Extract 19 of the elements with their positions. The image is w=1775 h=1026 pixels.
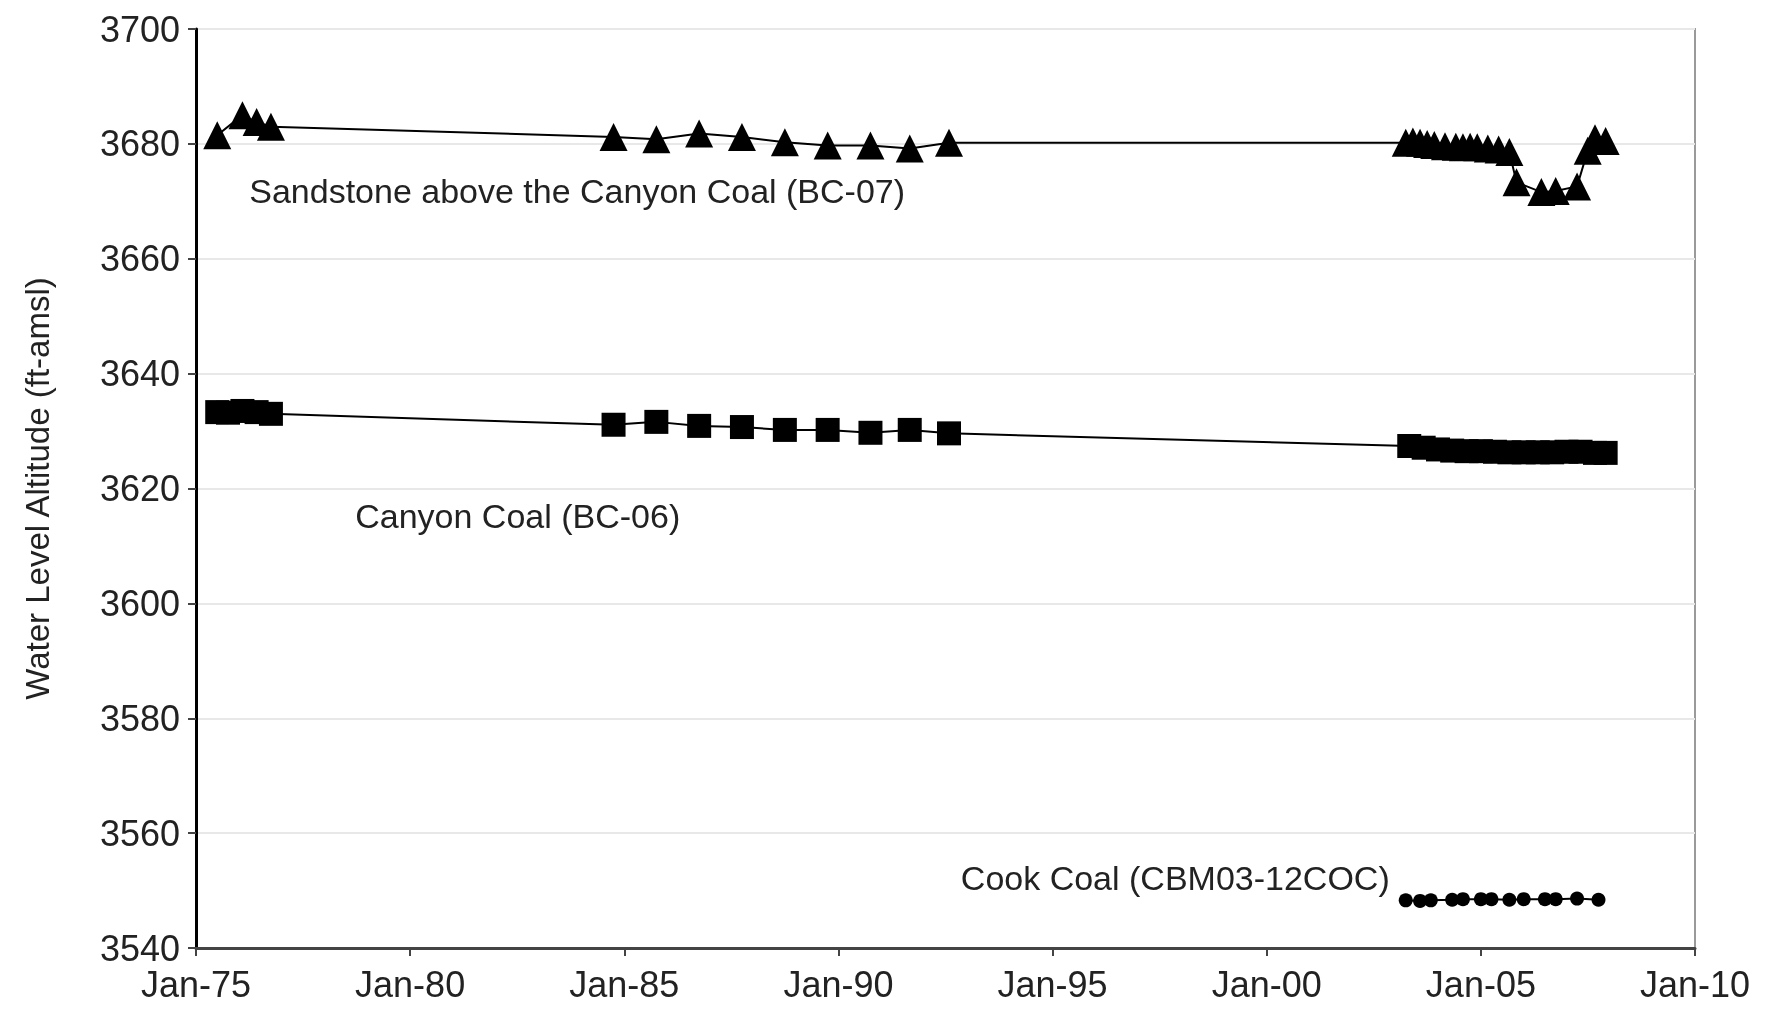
y-tick-label: 3660 <box>99 238 180 280</box>
y-tick-label: 3580 <box>99 697 180 739</box>
x-tick-label: Jan-95 <box>997 963 1108 1005</box>
x-tick-label: Jan-80 <box>355 963 466 1005</box>
x-tick-label: Jan-00 <box>1211 963 1322 1005</box>
y-tick-label: 3700 <box>99 8 180 50</box>
series-label: Canyon Coal (BC-06) <box>355 497 681 536</box>
x-tick-label: Jan-10 <box>1639 963 1751 1005</box>
series-label: Sandstone above the Canyon Coal (BC-07) <box>249 172 906 211</box>
y-tick-label: 3600 <box>99 582 180 624</box>
y-tick-label: 3680 <box>99 123 180 165</box>
x-tick-label: Jan-05 <box>1425 963 1536 1005</box>
y-axis-title: Water Level Altitude (ft-amsl) <box>19 277 56 700</box>
y-tick-label: 3560 <box>99 812 180 854</box>
x-tick-label: Jan-85 <box>569 963 680 1005</box>
y-tick-label: 3640 <box>99 353 180 395</box>
series-label: Cook Coal (CBM03-12COC) <box>960 859 1390 898</box>
y-tick-label: 3620 <box>99 468 180 509</box>
x-tick-label: Jan-90 <box>783 963 894 1005</box>
